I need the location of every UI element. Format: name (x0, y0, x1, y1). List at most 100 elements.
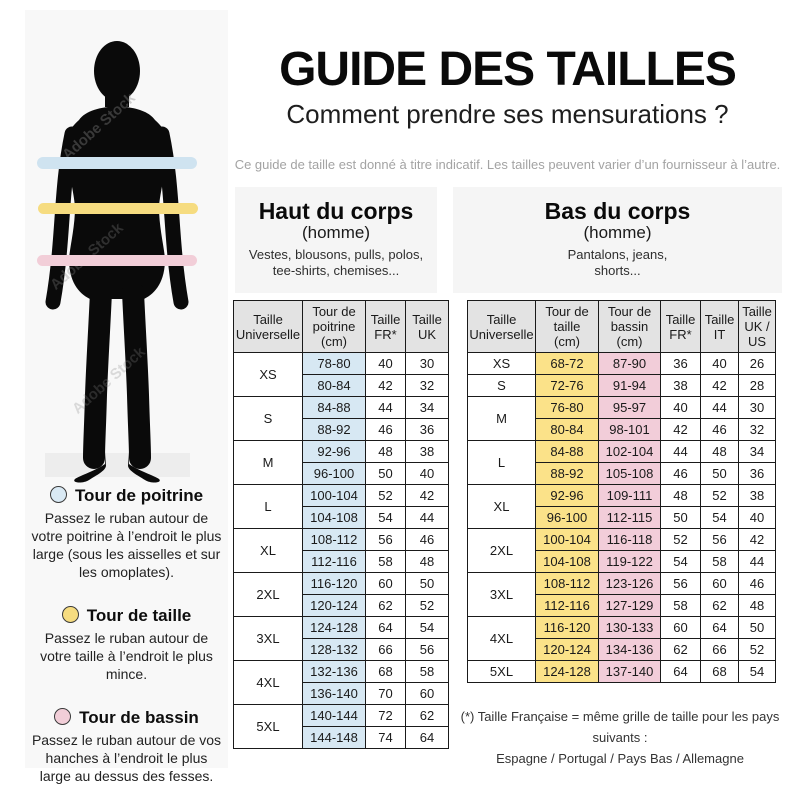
value-cell: 70 (365, 682, 406, 705)
legend-item-poitrine: Tour de poitrine Passez le ruban autour … (25, 486, 228, 581)
section-items-line: Pantalons, jeans, (567, 247, 668, 262)
value-cell: 48 (660, 484, 701, 507)
page-title: GUIDE DES TAILLES (279, 43, 737, 96)
value-cell: 62 (700, 594, 739, 617)
column-header: Taille UK (405, 300, 449, 353)
value-cell: 54 (700, 506, 739, 529)
value-cell: 74 (365, 726, 406, 749)
value-cell: 102-104 (598, 440, 661, 463)
size-label-cell: 3XL (233, 616, 303, 661)
value-cell: 116-118 (598, 528, 661, 551)
value-cell: 40 (700, 352, 739, 375)
value-cell: 58 (365, 550, 406, 573)
value-cell: 50 (365, 462, 406, 485)
size-label-cell: 2XL (467, 528, 536, 573)
table-row: 112-116 127-129 58 62 48 (468, 594, 776, 617)
value-cell: 136-140 (302, 682, 366, 705)
value-cell: 32 (738, 418, 776, 441)
legend-title: Tour de poitrine (74, 486, 204, 505)
legend-description: Passez le ruban autour de vos hanches à … (31, 732, 222, 784)
chest-measure-band (37, 157, 197, 169)
size-label-cell: 3XL (467, 572, 536, 617)
value-cell: 26 (738, 352, 776, 375)
table-row: 88-92 105-108 46 50 36 (468, 462, 776, 485)
value-cell: 52 (365, 484, 406, 507)
size-label-cell: L (233, 484, 303, 529)
section-items-line: shorts... (594, 263, 641, 278)
table-row: L 100-104 52 42 (233, 484, 449, 529)
section-items: Vestes, blousons, pulls, polos, tee-shir… (235, 247, 437, 279)
legend-title: Tour de bassin (79, 708, 199, 727)
value-cell: 68 (365, 660, 406, 683)
legend-description: Passez le ruban autour de votre taille à… (40, 630, 213, 682)
value-cell: 30 (405, 352, 449, 375)
body-silhouette (45, 41, 189, 483)
size-label-cell: S (233, 396, 303, 441)
size-label-cell: M (233, 440, 303, 485)
value-cell: 44 (405, 506, 449, 529)
table-row: 104-108 119-122 54 58 44 (468, 550, 776, 573)
table-row: M 76-80 95-97 40 44 30 (467, 396, 776, 441)
value-cell: 58 (405, 660, 449, 683)
value-cell: 52 (738, 638, 776, 661)
value-cell: 124-128 (302, 616, 366, 639)
column-header: Taille FR* (365, 300, 406, 353)
value-cell: 30 (738, 396, 776, 419)
waist-swatch-icon (61, 606, 79, 623)
value-cell: 72 (365, 704, 406, 727)
value-cell: 40 (365, 352, 406, 375)
value-cell: 38 (738, 484, 776, 507)
table-row: 144-148 74 64 (234, 726, 449, 749)
value-cell: 48 (700, 440, 739, 463)
table-row: 96-100 112-115 50 54 40 (468, 506, 776, 529)
value-cell: 88-92 (535, 462, 599, 485)
footnote-line: (*) Taille Française = même grille de ta… (460, 709, 780, 745)
value-cell: 50 (660, 506, 701, 529)
value-cell: 127-129 (598, 594, 661, 617)
pedestal (45, 453, 190, 477)
column-header: Taille IT (700, 300, 739, 353)
value-cell: 32 (405, 374, 449, 397)
table-row: 80-84 98-101 42 46 32 (468, 418, 776, 441)
table-row: XL 108-112 56 46 (233, 528, 449, 573)
value-cell: 76-80 (535, 396, 599, 419)
value-cell: 34 (738, 440, 776, 463)
column-header: Taille Universelle (467, 300, 536, 353)
chest-swatch-icon (49, 486, 67, 503)
value-cell: 36 (660, 352, 701, 375)
size-label-cell: S (467, 374, 536, 397)
value-cell: 96-100 (535, 506, 599, 529)
value-cell: 124-128 (535, 660, 599, 683)
size-label-cell: 5XL (467, 660, 536, 683)
value-cell: 46 (405, 528, 449, 551)
table-row: 3XL 108-112 123-126 56 60 46 (467, 572, 776, 617)
size-label-cell: XS (467, 352, 536, 375)
value-cell: 42 (700, 374, 739, 397)
table-row: 2XL 100-104 116-118 52 56 42 (467, 528, 776, 573)
size-label-cell: 5XL (233, 704, 303, 749)
value-cell: 137-140 (598, 660, 661, 683)
table-row: 5XL 124-128 137-140 64 68 54 (467, 660, 776, 683)
table-row: 4XL 116-120 130-133 60 64 50 (467, 616, 776, 661)
table-row: 3XL 124-128 64 54 (233, 616, 449, 661)
value-cell: 60 (365, 572, 406, 595)
value-cell: 108-112 (535, 572, 599, 595)
table-row: XS 78-80 40 30 (233, 352, 449, 397)
value-cell: 112-115 (598, 506, 661, 529)
value-cell: 36 (738, 462, 776, 485)
value-cell: 96-100 (302, 462, 366, 485)
value-cell: 72-76 (535, 374, 599, 397)
value-cell: 40 (405, 462, 449, 485)
value-cell: 84-88 (302, 396, 366, 419)
size-label-cell: XL (233, 528, 303, 573)
size-label-cell: XS (233, 352, 303, 397)
value-cell: 42 (738, 528, 776, 551)
table-row: S 84-88 44 34 (233, 396, 449, 441)
table-row: 88-92 46 36 (234, 418, 449, 441)
value-cell: 64 (700, 616, 739, 639)
size-label-cell: 2XL (233, 572, 303, 617)
value-cell: 42 (405, 484, 449, 507)
figure-panel: Adobe Stock Adobe Stock Adobe Stock Tour… (25, 10, 228, 784)
table-row: M 92-96 48 38 (233, 440, 449, 485)
